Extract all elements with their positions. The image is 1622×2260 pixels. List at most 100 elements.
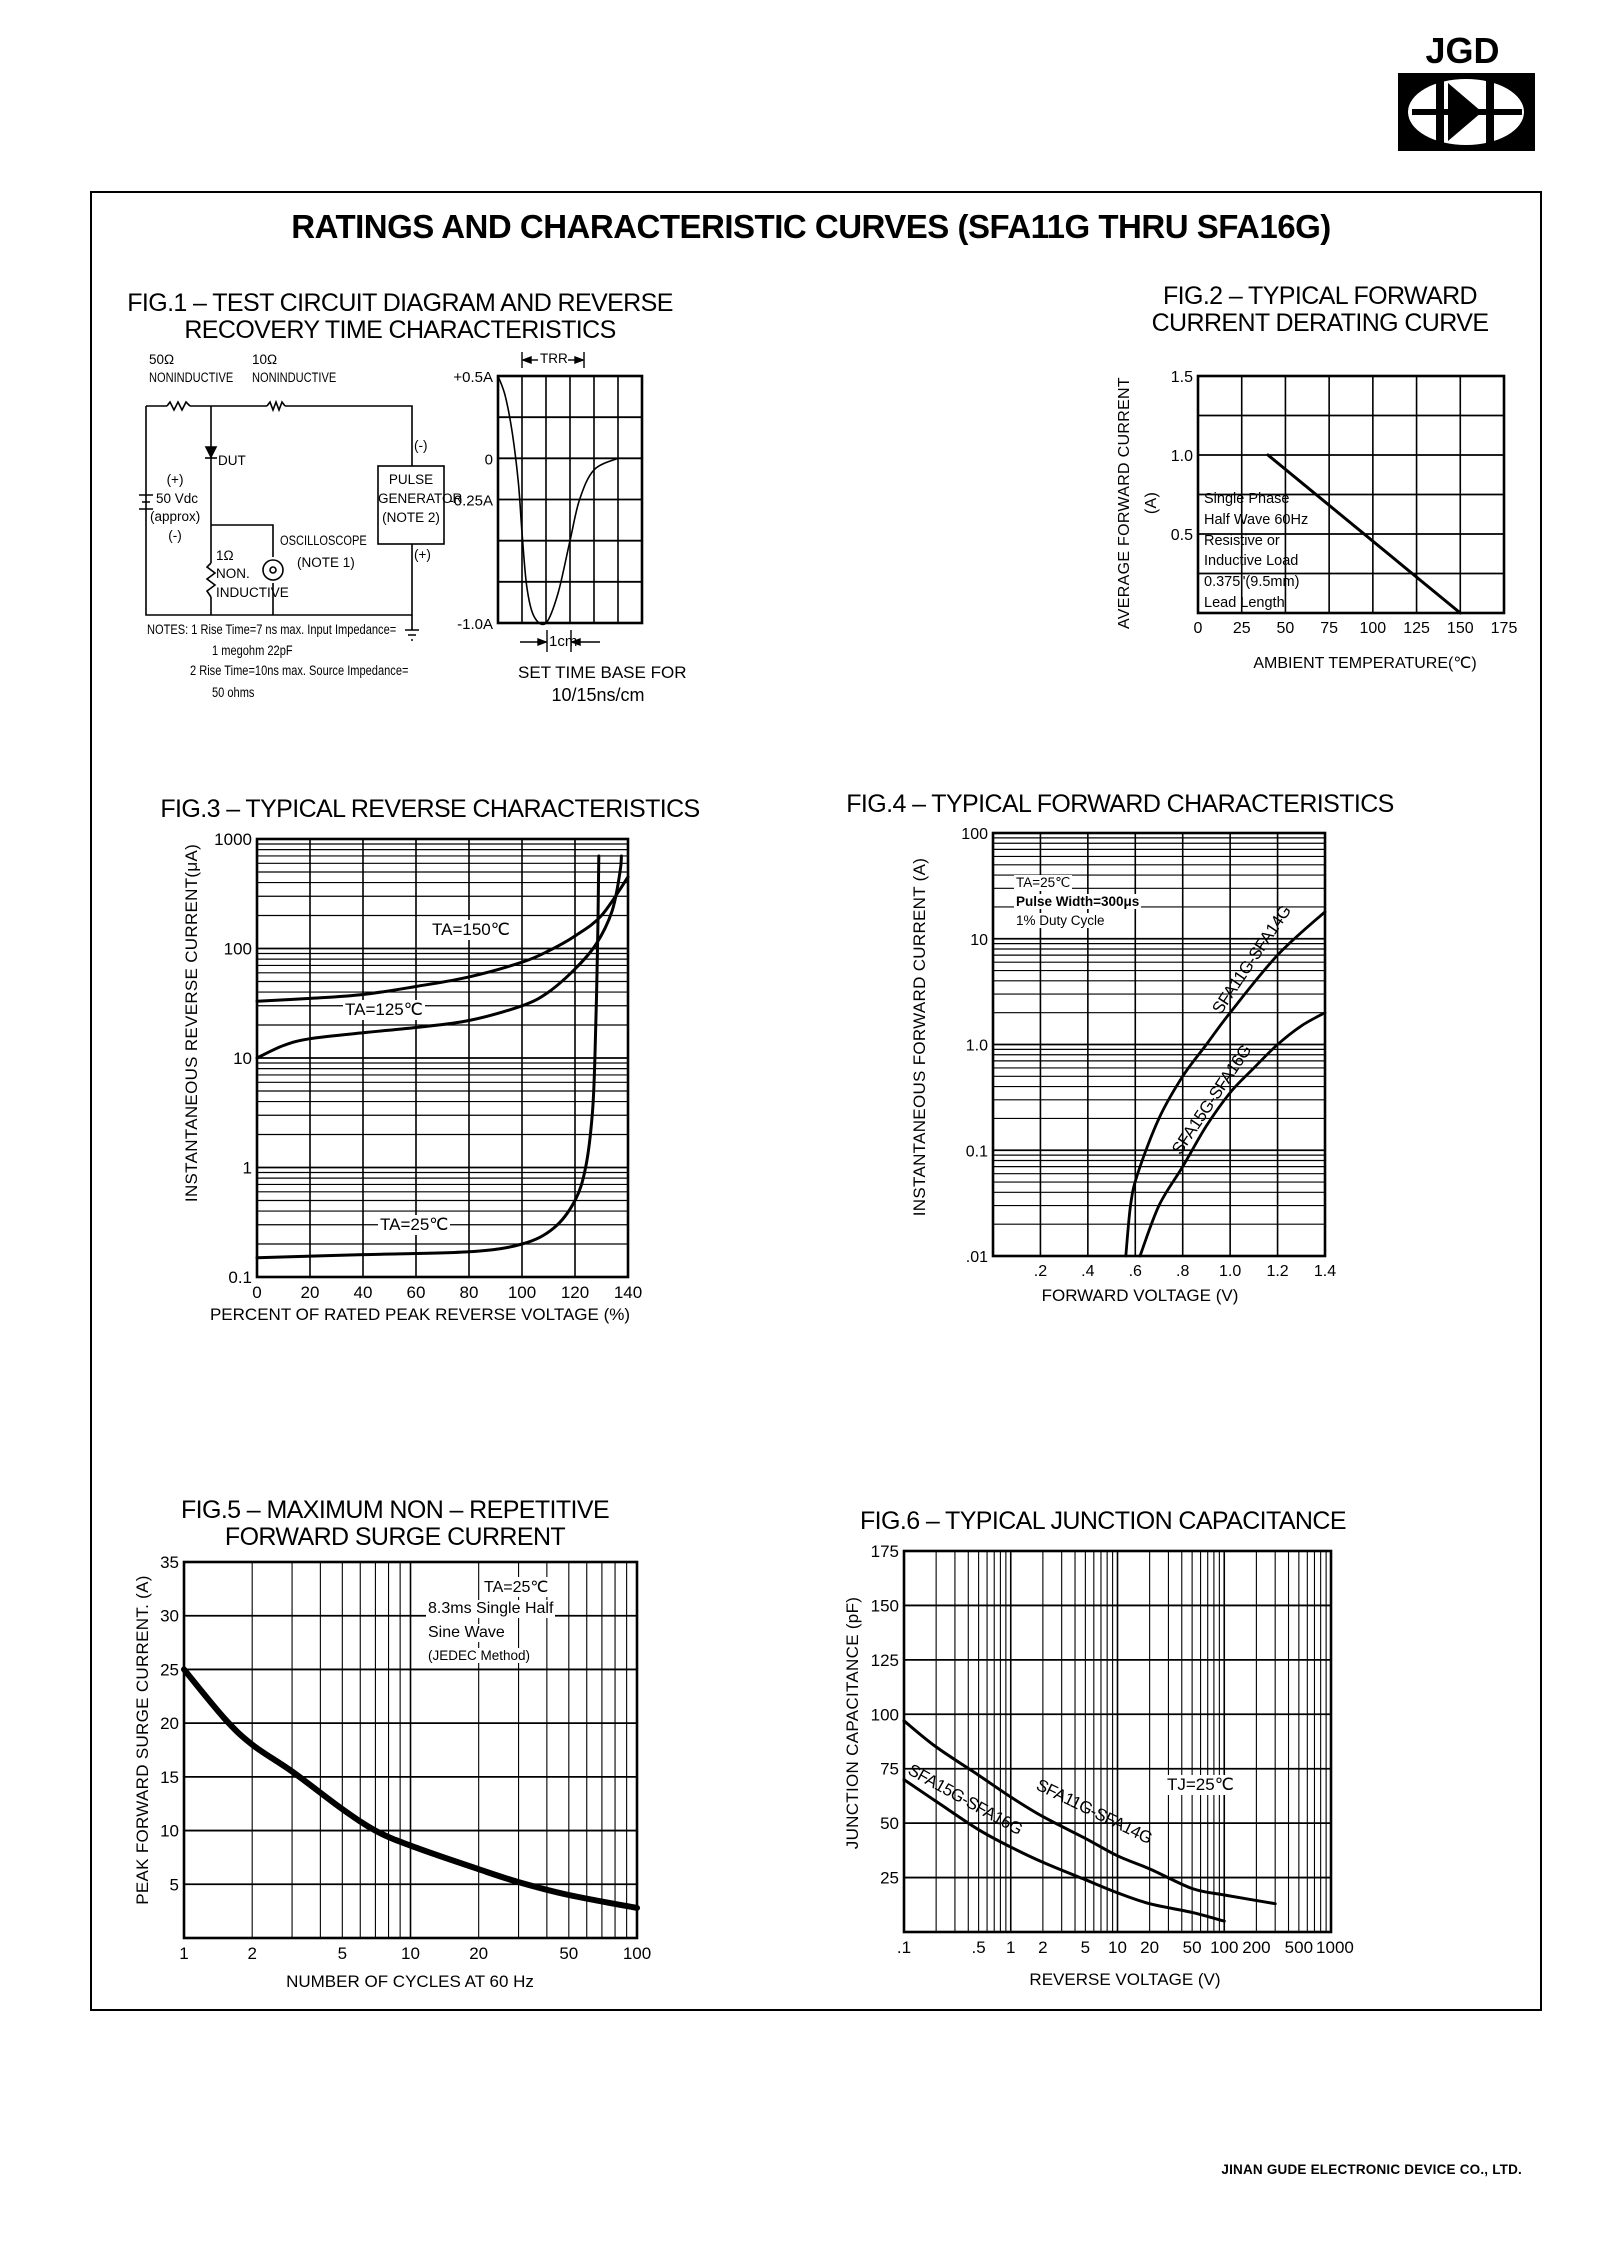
page-title: RATINGS AND CHARACTERISTIC CURVES (SFA11… [291, 208, 1331, 245]
y-tick-label: 5 [170, 1875, 179, 1894]
x-tick-label: 500 [1285, 1938, 1313, 1957]
y-tick-label: 0.5 [1171, 527, 1193, 544]
series-line-1 [902, 1719, 1277, 1906]
x-tick-label: .1 [897, 1938, 911, 1957]
fig5-condition: 8.3ms Single Half [426, 1600, 556, 1618]
fig2-legend-line: 0.375"(9.5mm) [1204, 574, 1300, 591]
x-tick-label: 5 [338, 1944, 347, 1963]
fig4-condition: Pulse Width=300μs [1014, 894, 1142, 909]
fig5-title-line2: FORWARD SURGE CURRENT [224, 1523, 566, 1551]
plot-border [496, 374, 644, 625]
x-tick-label: 100 [1360, 620, 1387, 637]
fig5-condition: TA=25℃ [482, 1577, 551, 1597]
x-tick-label: 10 [401, 1944, 420, 1963]
x-tick-label: 200 [1242, 1938, 1270, 1957]
fig4-condition: 1% Duty Cycle [1014, 913, 1107, 928]
y-tick-label: 0.1 [966, 1143, 988, 1160]
x-tick-label: 20 [469, 1944, 488, 1963]
plot-border [182, 1560, 639, 1940]
series-line-2 [902, 1778, 1226, 1923]
fig5-xlabel: NUMBER OF CYCLES AT 60 Hz [286, 1972, 534, 1991]
r1-value: 50Ω [149, 352, 175, 367]
pulse-generator-line1: PULSE [388, 472, 434, 487]
fig3-series-label-150: TA=150℃ [430, 920, 512, 940]
oscilloscope-icon [262, 559, 284, 581]
x-tick-label: 100 [1210, 1938, 1238, 1957]
fig6-xlabel: REVERSE VOLTAGE (V) [1029, 1970, 1221, 1989]
pulse-generator-label: PULSE GENERATOR (NOTE 2) [378, 470, 463, 527]
x-tick-label: 0 [252, 1283, 261, 1302]
fig2-legend: Single Phase Half Wave 60Hz Resistive or… [1204, 489, 1308, 614]
circuit-wire-scope [211, 524, 274, 615]
y-tick-label: 0.1 [228, 1268, 252, 1287]
y-tick-label: -1.0A [457, 616, 493, 633]
fig2-legend-line: Lead Length [1204, 594, 1285, 611]
fig2-plot: 0 25 50 75 100 125 150 175 0.5 1.0 1.5 [1171, 369, 1518, 637]
y-tick-label: 10 [233, 1049, 252, 1068]
x-tick-label: 140 [614, 1283, 642, 1302]
series-line-1 [1124, 910, 1327, 1258]
y-tick-label: 100 [961, 826, 988, 843]
plot-border [991, 831, 1327, 1258]
y-tick-label: 1.0 [1171, 448, 1193, 465]
x-tick-label: 75 [1320, 620, 1338, 637]
plot-border [1196, 374, 1506, 615]
series-line-1 [255, 875, 630, 1003]
fig6-title: FIG.6 – TYPICAL JUNCTION CAPACITANCE [860, 1507, 1347, 1535]
x-tick-label: 1 [1006, 1938, 1015, 1957]
timebase-line2: 10/15ns/cm [551, 685, 645, 705]
fig1-title: FIG.1 – TEST CIRCUIT DIAGRAM AND REVERSE… [80, 290, 720, 344]
fig3-plot: 0 20 40 60 80 100 120 140 0.1 1 10 100 1000 [214, 830, 642, 1302]
page-frame [90, 191, 1542, 2011]
fig3-title: FIG.3 – TYPICAL REVERSE CHARACTERISTICS [160, 795, 700, 823]
dut-label: DUT [218, 453, 246, 468]
notes-2: 2 Rise Time=10ns max. Source Impedance= [190, 663, 409, 678]
fig5-condition: Sine Wave [426, 1624, 507, 1642]
y-tick-label: 10 [160, 1822, 179, 1841]
1cm-label: 1cm [549, 633, 578, 650]
x-tick-label: 5 [1081, 1938, 1090, 1957]
fig2-legend-line: Inductive Load [1204, 553, 1299, 570]
fig3-series-label-125: TA=125℃ [343, 1000, 425, 1020]
x-tick-label: 60 [407, 1283, 426, 1302]
y-tick-label: 75 [880, 1760, 899, 1779]
fig2-legend-line: Single Phase [1204, 491, 1290, 507]
notes-1b: 1 megohm 22pF [212, 643, 293, 658]
x-tick-label: 1.2 [1266, 1263, 1288, 1280]
y-tick-label: 100 [224, 940, 252, 959]
r3-value: 1Ω [216, 548, 234, 563]
fig5-title-line1: FIG.5 – MAXIMUM NON – REPETITIVE [180, 1496, 610, 1524]
footer-company: JINAN GUDE ELECTRONIC DEVICE CO., LTD. [1221, 2162, 1522, 2177]
fig4-xlabel: FORWARD VOLTAGE (V) [1041, 1286, 1239, 1305]
pulse-generator-line2: GENERATOR [378, 491, 463, 506]
fig3-xlabel: PERCENT OF RATED PEAK REVERSE VOLTAGE (%… [209, 1305, 631, 1324]
oscilloscope-note: (NOTE 1) [297, 555, 355, 570]
x-tick-label: 175 [1491, 620, 1518, 637]
y-tick-label: .01 [966, 1249, 988, 1266]
x-tick-label: 125 [1403, 620, 1430, 637]
x-tick-label: 25 [1233, 620, 1251, 637]
x-tick-label: .6 [1129, 1263, 1142, 1280]
series-line-1 [1266, 453, 1462, 615]
x-tick-label: .8 [1176, 1263, 1189, 1280]
plot-border [902, 1549, 1333, 1934]
x-tick-label: .2 [1034, 1263, 1047, 1280]
x-tick-label: 50 [559, 1944, 578, 1963]
x-tick-label: 150 [1447, 620, 1474, 637]
y-tick-label: 100 [871, 1705, 899, 1724]
r3-type-1: NON. [216, 566, 250, 581]
series-line-2 [255, 854, 623, 1060]
x-tick-label: 1.0 [1219, 1263, 1241, 1280]
ground-icon [405, 615, 419, 641]
y-tick-label: 35 [160, 1553, 179, 1572]
x-tick-label: 1.4 [1314, 1263, 1336, 1280]
circuit-wire-top [145, 405, 413, 616]
y-tick-label: 15 [160, 1768, 179, 1787]
x-tick-label: .5 [972, 1938, 986, 1957]
x-tick-label: 1 [179, 1944, 188, 1963]
x-tick-label: 20 [1140, 1938, 1159, 1957]
fig6-plot: .1.5 1 2 5 10 20 50 100 200 500 100025507510012515… [871, 1542, 1354, 1957]
